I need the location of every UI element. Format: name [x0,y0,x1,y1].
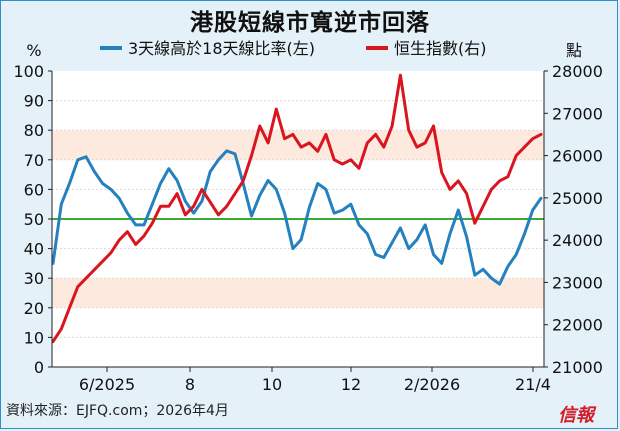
legend-breadth-label: 3天線高於18天線比率(左) [128,39,315,58]
left-tick-label: 50 [24,210,44,229]
x-tick-label: 2/2026 [404,375,460,394]
left-tick-label: 100 [13,62,44,81]
left-tick-label: 10 [24,328,44,347]
right-tick-label: 23000 [552,273,603,292]
right-tick-label: 28000 [552,62,603,81]
breadth-series-line [51,149,543,286]
legend-hsi-label: 恒生指數(右) [394,39,487,58]
left-tick-label: 0 [34,358,44,377]
left-tick-label: 60 [24,180,44,199]
left-tick-label: 40 [24,240,44,259]
left-tick-label: 70 [24,151,44,170]
shaded-band [52,278,544,308]
x-tick-label: 6/2025 [79,375,135,394]
right-tick-label: 26000 [552,147,603,166]
right-tick-label: 21000 [552,358,603,377]
right-tick-label: 27000 [552,104,603,123]
x-tick-label: 21/4 [515,375,551,394]
right-tick-label: 25000 [552,189,603,208]
hsi-series-line [51,73,543,344]
left-tick-label: 20 [24,299,44,318]
right-tick-label: 22000 [552,316,603,335]
x-tick-label: 8 [185,375,195,394]
chart-title: 港股短線市寬逆市回落 [190,10,430,36]
right-axis-unit: 點 [566,41,582,60]
x-tick-label: 10 [262,375,282,394]
left-axis-unit: % [26,41,41,60]
source-note: 資料來源：EJFQ.com；2026年4月 [6,403,229,419]
brand-logo: 信報 [558,405,594,426]
left-tick-label: 90 [24,92,44,111]
right-tick-label: 24000 [552,231,603,250]
left-tick-label: 30 [24,269,44,288]
x-tick-label: 12 [341,375,361,394]
left-tick-label: 80 [24,121,44,140]
